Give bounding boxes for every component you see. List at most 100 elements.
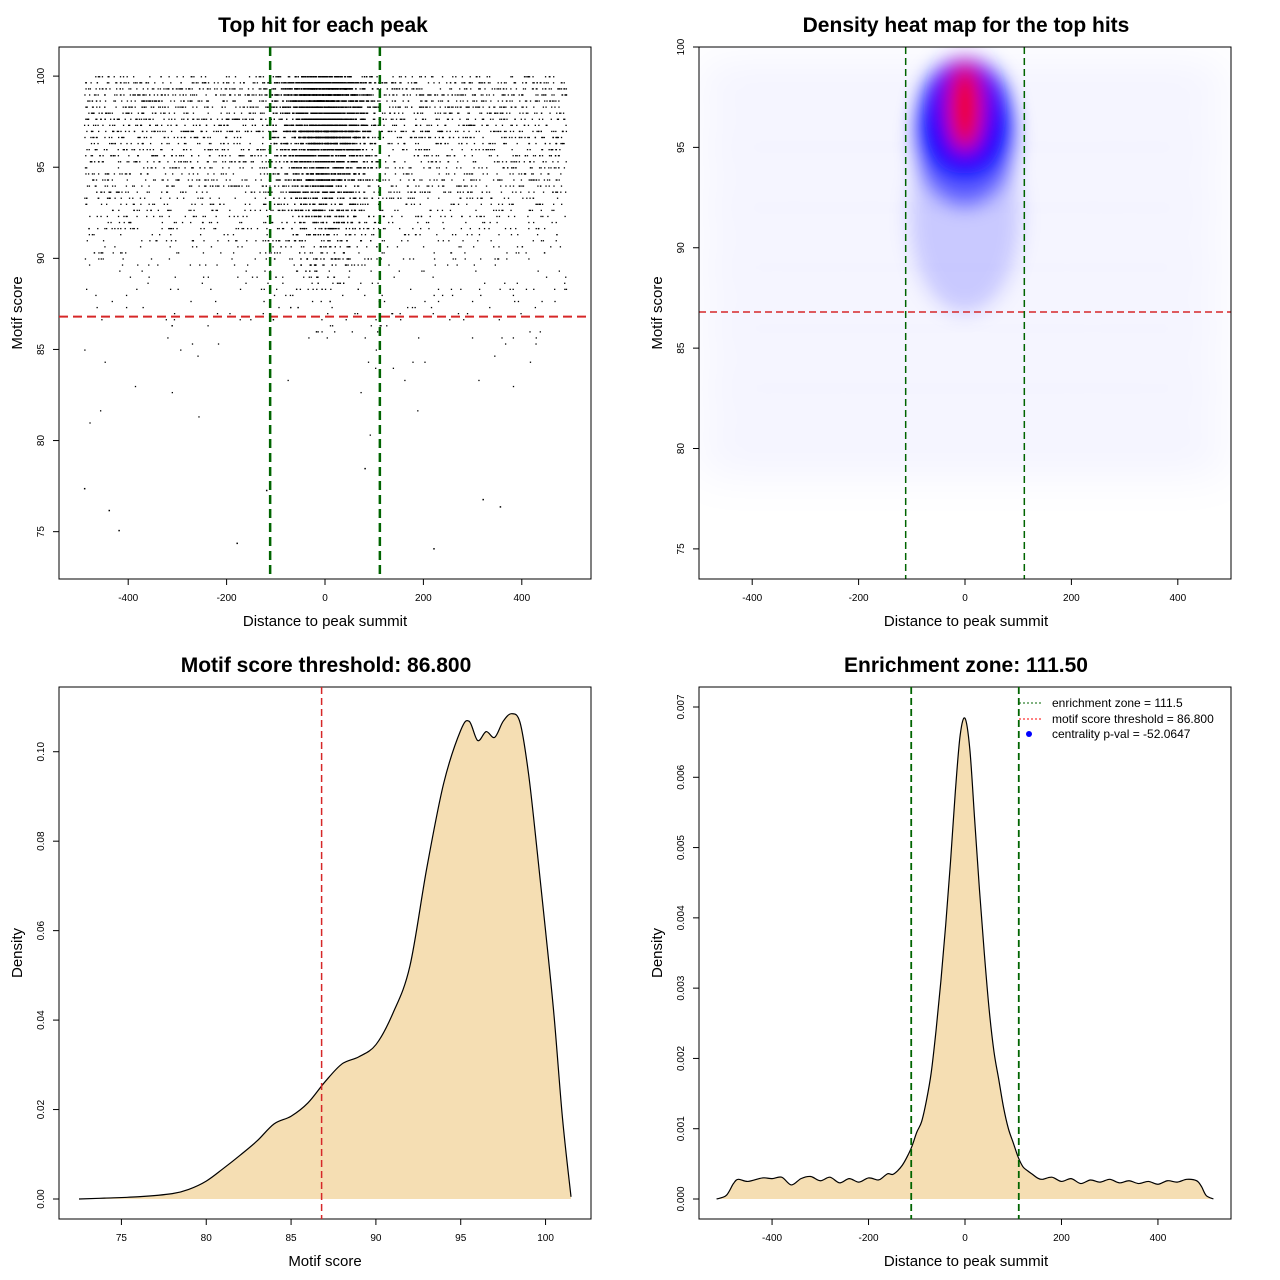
scatter-point	[474, 161, 476, 163]
scatter-point	[559, 88, 561, 90]
scatter-point	[165, 319, 167, 321]
scatter-point	[101, 112, 103, 114]
scatter-point	[472, 161, 475, 163]
scatter-point	[213, 173, 215, 175]
scatter-point	[510, 209, 512, 212]
scatter-point	[142, 112, 144, 114]
scatter-point	[364, 234, 367, 236]
scatter-point	[90, 112, 93, 114]
scatter-point	[152, 149, 155, 151]
scatter-point	[213, 130, 215, 133]
scatter-point	[401, 149, 404, 151]
scatter-point	[561, 82, 563, 84]
scatter-point	[392, 82, 394, 84]
scatter-point	[417, 221, 419, 224]
scatter-point	[404, 379, 406, 382]
scatter-point	[459, 106, 461, 108]
scatter-point	[498, 234, 500, 236]
scatter-point	[241, 88, 243, 90]
scatter-point	[216, 264, 218, 266]
scatter-point	[193, 76, 195, 78]
scatter-point	[557, 161, 559, 163]
scatter-point	[420, 130, 422, 133]
scatter-point	[292, 215, 294, 218]
scatter-point	[437, 112, 439, 114]
scatter-point	[364, 221, 366, 224]
scatter-point	[125, 112, 127, 114]
scatter-point	[524, 136, 526, 139]
scatter-point	[534, 112, 536, 114]
scatter-point	[373, 221, 376, 224]
scatter-point	[486, 124, 488, 127]
scatter-point	[236, 130, 238, 133]
scatter-point	[383, 240, 385, 242]
scatter-point	[96, 136, 98, 139]
scatter-point	[377, 124, 379, 127]
scatter-point	[295, 149, 298, 151]
scatter-point	[515, 167, 517, 169]
scatter-point	[367, 167, 370, 169]
scatter-point	[161, 106, 164, 108]
scatter-point	[512, 288, 514, 291]
scatter-point	[377, 106, 379, 108]
scatter-point	[441, 294, 444, 297]
scatter-point	[116, 191, 119, 193]
scatter-point	[542, 88, 544, 90]
scatter-point	[511, 100, 513, 102]
scatter-point	[261, 185, 264, 187]
scatter-point	[139, 94, 141, 96]
scatter-point	[467, 106, 469, 108]
scatter-point	[265, 161, 267, 163]
scatter-point	[497, 130, 499, 133]
scatter-point	[500, 191, 503, 193]
scatter-point	[478, 167, 480, 169]
scatter-point	[274, 258, 276, 260]
scatter-point	[309, 234, 311, 236]
scatter-point	[359, 227, 361, 230]
scatter-point	[118, 209, 120, 212]
scatter-point	[92, 130, 94, 133]
scatter-point	[384, 82, 386, 84]
scatter-point	[434, 94, 437, 96]
scatter-point	[534, 124, 536, 127]
scatter-point	[424, 100, 427, 102]
scatter-point	[276, 173, 279, 175]
scatter-point	[164, 106, 166, 108]
scatter-point	[109, 112, 111, 114]
scatter-point	[300, 197, 303, 199]
scatter-point	[513, 82, 516, 84]
scatter-point	[468, 82, 470, 84]
scatter-point	[413, 197, 415, 199]
scatter-point	[88, 112, 90, 114]
scatter-point	[528, 142, 531, 145]
scatter-point	[475, 149, 477, 151]
scatter-point	[97, 76, 100, 78]
scatter-point	[554, 288, 556, 291]
scatter-point	[431, 185, 434, 187]
scatter-point	[205, 118, 208, 120]
scatter-point	[392, 106, 394, 108]
scatter-point	[136, 161, 138, 163]
scatter-point	[451, 118, 454, 120]
scatter-point	[534, 306, 537, 309]
scatter-point	[323, 240, 325, 242]
scatter-point	[168, 215, 170, 218]
scatter-point	[396, 88, 398, 90]
scatter-point	[350, 155, 353, 157]
scatter-point	[217, 82, 219, 84]
scatter-point	[514, 118, 516, 120]
scatter-point	[100, 258, 102, 260]
scatter-point	[149, 124, 151, 127]
scatter-point	[154, 167, 157, 169]
scatter-point	[459, 118, 461, 120]
scatter-point	[150, 106, 152, 108]
scatter-point	[226, 130, 228, 133]
scatter-point	[511, 149, 513, 151]
scatter-point	[190, 136, 192, 139]
scatter-point	[503, 197, 506, 199]
scatter-point	[488, 76, 491, 78]
scatter-point	[264, 149, 266, 151]
scatter-point	[107, 173, 109, 175]
scatter-point	[463, 130, 465, 133]
scatter-point	[109, 191, 112, 193]
